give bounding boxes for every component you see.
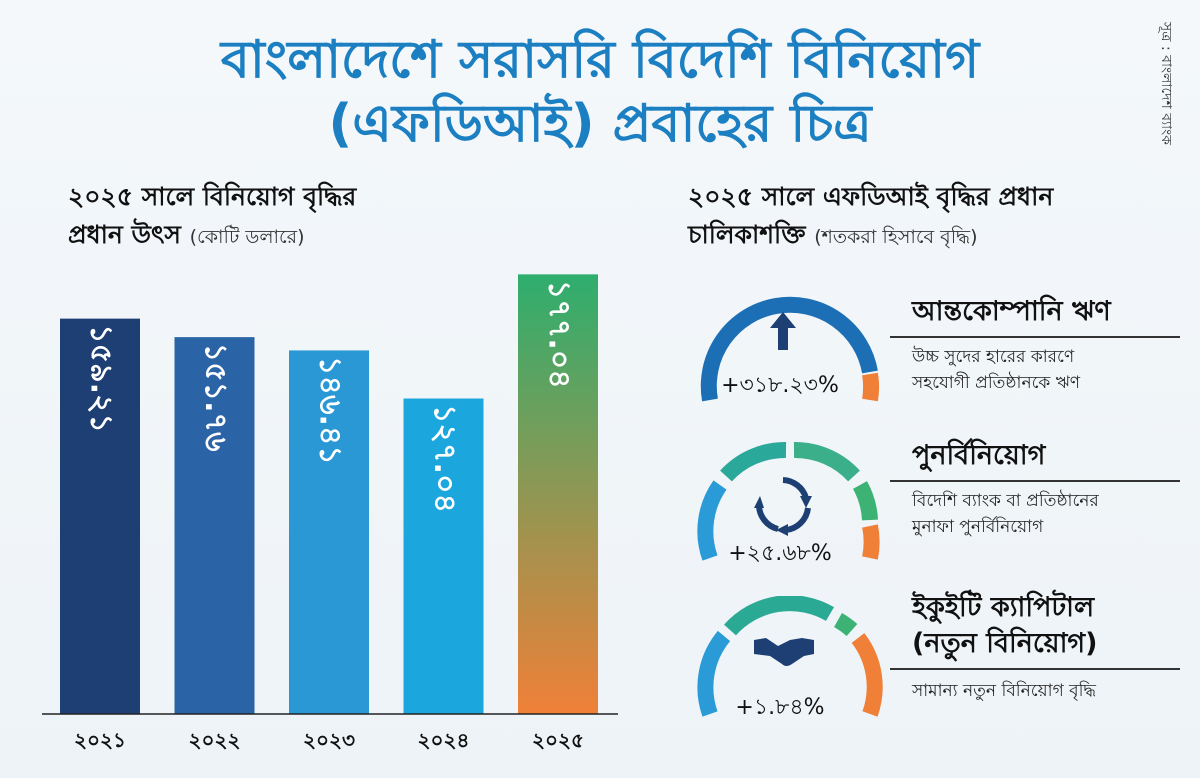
driver-equity-capital: +১.৮৪% ইকুইটি ক্যাপিটাল (নতুন বিনিয়োগ) … — [690, 592, 1190, 726]
driver-title: ইকুইটি ক্যাপিটাল — [912, 592, 1095, 623]
driver-desc-line1: বিদেশি ব্যাংক বা প্রতিষ্ঠানের — [912, 491, 1099, 511]
bar-value-label: ১২৭.০৪ — [427, 404, 462, 513]
bar-value-label: ১৫১.৭৬ — [198, 343, 233, 452]
right-section-title: ২০২৫ সালে এফডিআই বৃদ্ধির প্রধান — [688, 182, 1054, 211]
right-section-title-line2: চালিকাশক্তি (শতকরা হিসাবে বৃদ্ধি) — [688, 218, 978, 254]
gauge-intercompany-loan — [700, 296, 880, 402]
driver-title: আন্তকোম্পানি ঋণ — [912, 296, 1111, 327]
driver-title: পুনর্বিনিয়োগ — [912, 440, 1046, 471]
right-unit-note: (শতকরা হিসাবে বৃদ্ধি) — [814, 226, 978, 248]
bar-chart: ১৫৯.২১ ১৫১.৭৬ ১৪৬.৪১ ১২৭.০৪ ১৭৭.০৪ ২০২১ ২০২২ ২… — [42, 274, 618, 752]
bar-value-label: ১৭৭.০৪ — [542, 280, 577, 389]
divider — [890, 480, 1180, 482]
x-tick-label: ২০২৩ — [303, 728, 355, 752]
bar-0 — [60, 318, 140, 714]
bar-3 — [403, 398, 484, 714]
recycle-icon — [754, 477, 812, 536]
bar-value-label: ১৪৬.৪১ — [313, 356, 348, 465]
driver-desc-line1: উচ্চ সুদের হারের কারণে — [912, 347, 1075, 367]
page-title: বাংলাদেশে সরাসরি বিদেশি বিনিয়োগ — [220, 30, 980, 90]
bar-4 — [518, 274, 598, 714]
left-section-title-main: প্রধান উৎস — [68, 220, 181, 249]
bar-2 — [289, 350, 369, 714]
source-note: সূত্র : বাংলাদেশ ব্যাংক — [1158, 22, 1174, 145]
driver-intercompany-loan: +৩১৮.২৩% আন্তকোম্পানি ঋণ উচ্চ সুদের হারে… — [690, 282, 1190, 412]
page-title-line2: (এফডিআই) প্রবাহের চিত্র — [328, 94, 872, 154]
bar-value-label: ১৫৯.২১ — [83, 324, 118, 433]
x-tick-label: ২০২৪ — [418, 728, 470, 752]
driver-reinvestment: +২৫.৬৮% পুনর্বিনিয়োগ বিদেশি ব্যাংক বা প… — [690, 440, 1190, 570]
x-tick-label: ২০২৫ — [532, 728, 584, 752]
driver-value: +৩১৮.২৩% — [721, 373, 839, 398]
arrow-up-icon — [770, 312, 796, 350]
driver-value: +২৫.৬৮% — [728, 541, 832, 566]
divider — [890, 336, 1180, 338]
x-tick-label: ২০২২ — [188, 728, 240, 752]
divider — [890, 668, 1180, 670]
driver-desc-line2: মুনাফা পুনর্বিনিয়োগ — [912, 517, 1044, 537]
left-section-title-line2: প্রধান উৎস (কোটি ডলারে) — [68, 218, 305, 254]
right-section-title-main: চালিকাশক্তি — [688, 220, 806, 249]
gauge-reinvestment — [697, 441, 880, 561]
left-unit-note: (কোটি ডলারে) — [189, 226, 305, 248]
left-section-title: ২০২৫ সালে বিনিয়োগ বৃদ্ধির — [68, 182, 357, 211]
handshake-icon — [754, 638, 814, 666]
driver-title-line2: (নতুন বিনিয়োগ) — [912, 628, 1098, 659]
driver-desc-line1: সামান্য নতুন বিনিয়োগ বৃদ্ধি — [912, 681, 1096, 701]
gauge-equity-capital — [697, 596, 883, 717]
bar-1 — [174, 337, 255, 714]
x-tick-label: ২০২১ — [74, 728, 126, 752]
driver-desc-line2: সহযোগী প্রতিষ্ঠানকে ঋণ — [912, 373, 1081, 393]
driver-value: +১.৮৪% — [735, 695, 825, 720]
